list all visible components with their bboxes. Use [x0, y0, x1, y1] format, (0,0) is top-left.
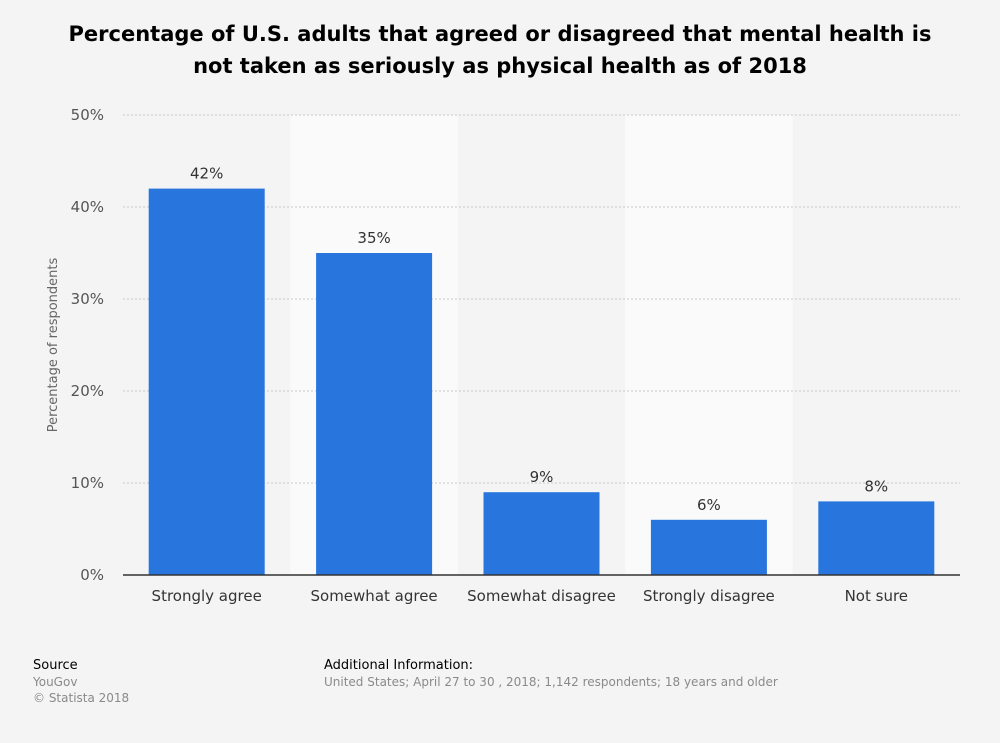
- source-heading: Source: [33, 658, 78, 673]
- data-label: 42%: [190, 165, 223, 183]
- category-labels: Strongly agree Somewhat agree Somewhat dis…: [152, 587, 908, 605]
- bar[interactable]: [148, 188, 265, 575]
- source-name[interactable]: YouGov: [33, 675, 78, 689]
- gridlines: [123, 114, 960, 484]
- y-tick-label: 40%: [71, 198, 104, 216]
- bars: [148, 188, 935, 575]
- data-label: 8%: [864, 477, 888, 495]
- y-tick-label: 10%: [71, 474, 104, 492]
- y-axis-ticks: 0% 10% 20% 30% 40% 50%: [71, 106, 104, 584]
- bar[interactable]: [483, 492, 600, 575]
- y-tick-label: 0%: [80, 566, 104, 584]
- x-tick-label: Somewhat agree: [311, 587, 438, 605]
- additional-info-text: United States; April 27 to 30 , 2018; 1,…: [324, 675, 778, 689]
- y-tick-label: 50%: [71, 106, 104, 124]
- chart-title: Percentage of U.S. adults that agreed or…: [68, 22, 932, 78]
- source-block: Source YouGov © Statista 2018: [33, 657, 129, 706]
- bar[interactable]: [316, 253, 433, 575]
- x-tick-label: Strongly agree: [152, 587, 262, 605]
- data-label: 6%: [697, 496, 721, 514]
- band-3: [625, 115, 793, 575]
- x-tick-label: Not sure: [845, 587, 908, 605]
- x-tick-label: Somewhat disagree: [467, 587, 616, 605]
- additional-info-block: Additional Information: United States; A…: [324, 657, 778, 690]
- bar[interactable]: [818, 501, 935, 575]
- y-axis-label: Percentage of respondents: [46, 257, 61, 432]
- data-labels: 42% 35% 9% 6% 8%: [190, 165, 888, 514]
- y-tick-label: 30%: [71, 290, 104, 308]
- copyright: © Statista 2018: [33, 691, 130, 705]
- data-label: 35%: [357, 229, 390, 247]
- y-tick-label: 20%: [71, 382, 104, 400]
- x-tick-label: Strongly disagree: [643, 587, 775, 605]
- additional-info-heading: Additional Information:: [324, 658, 474, 673]
- bar[interactable]: [650, 519, 767, 575]
- data-label: 9%: [530, 468, 554, 486]
